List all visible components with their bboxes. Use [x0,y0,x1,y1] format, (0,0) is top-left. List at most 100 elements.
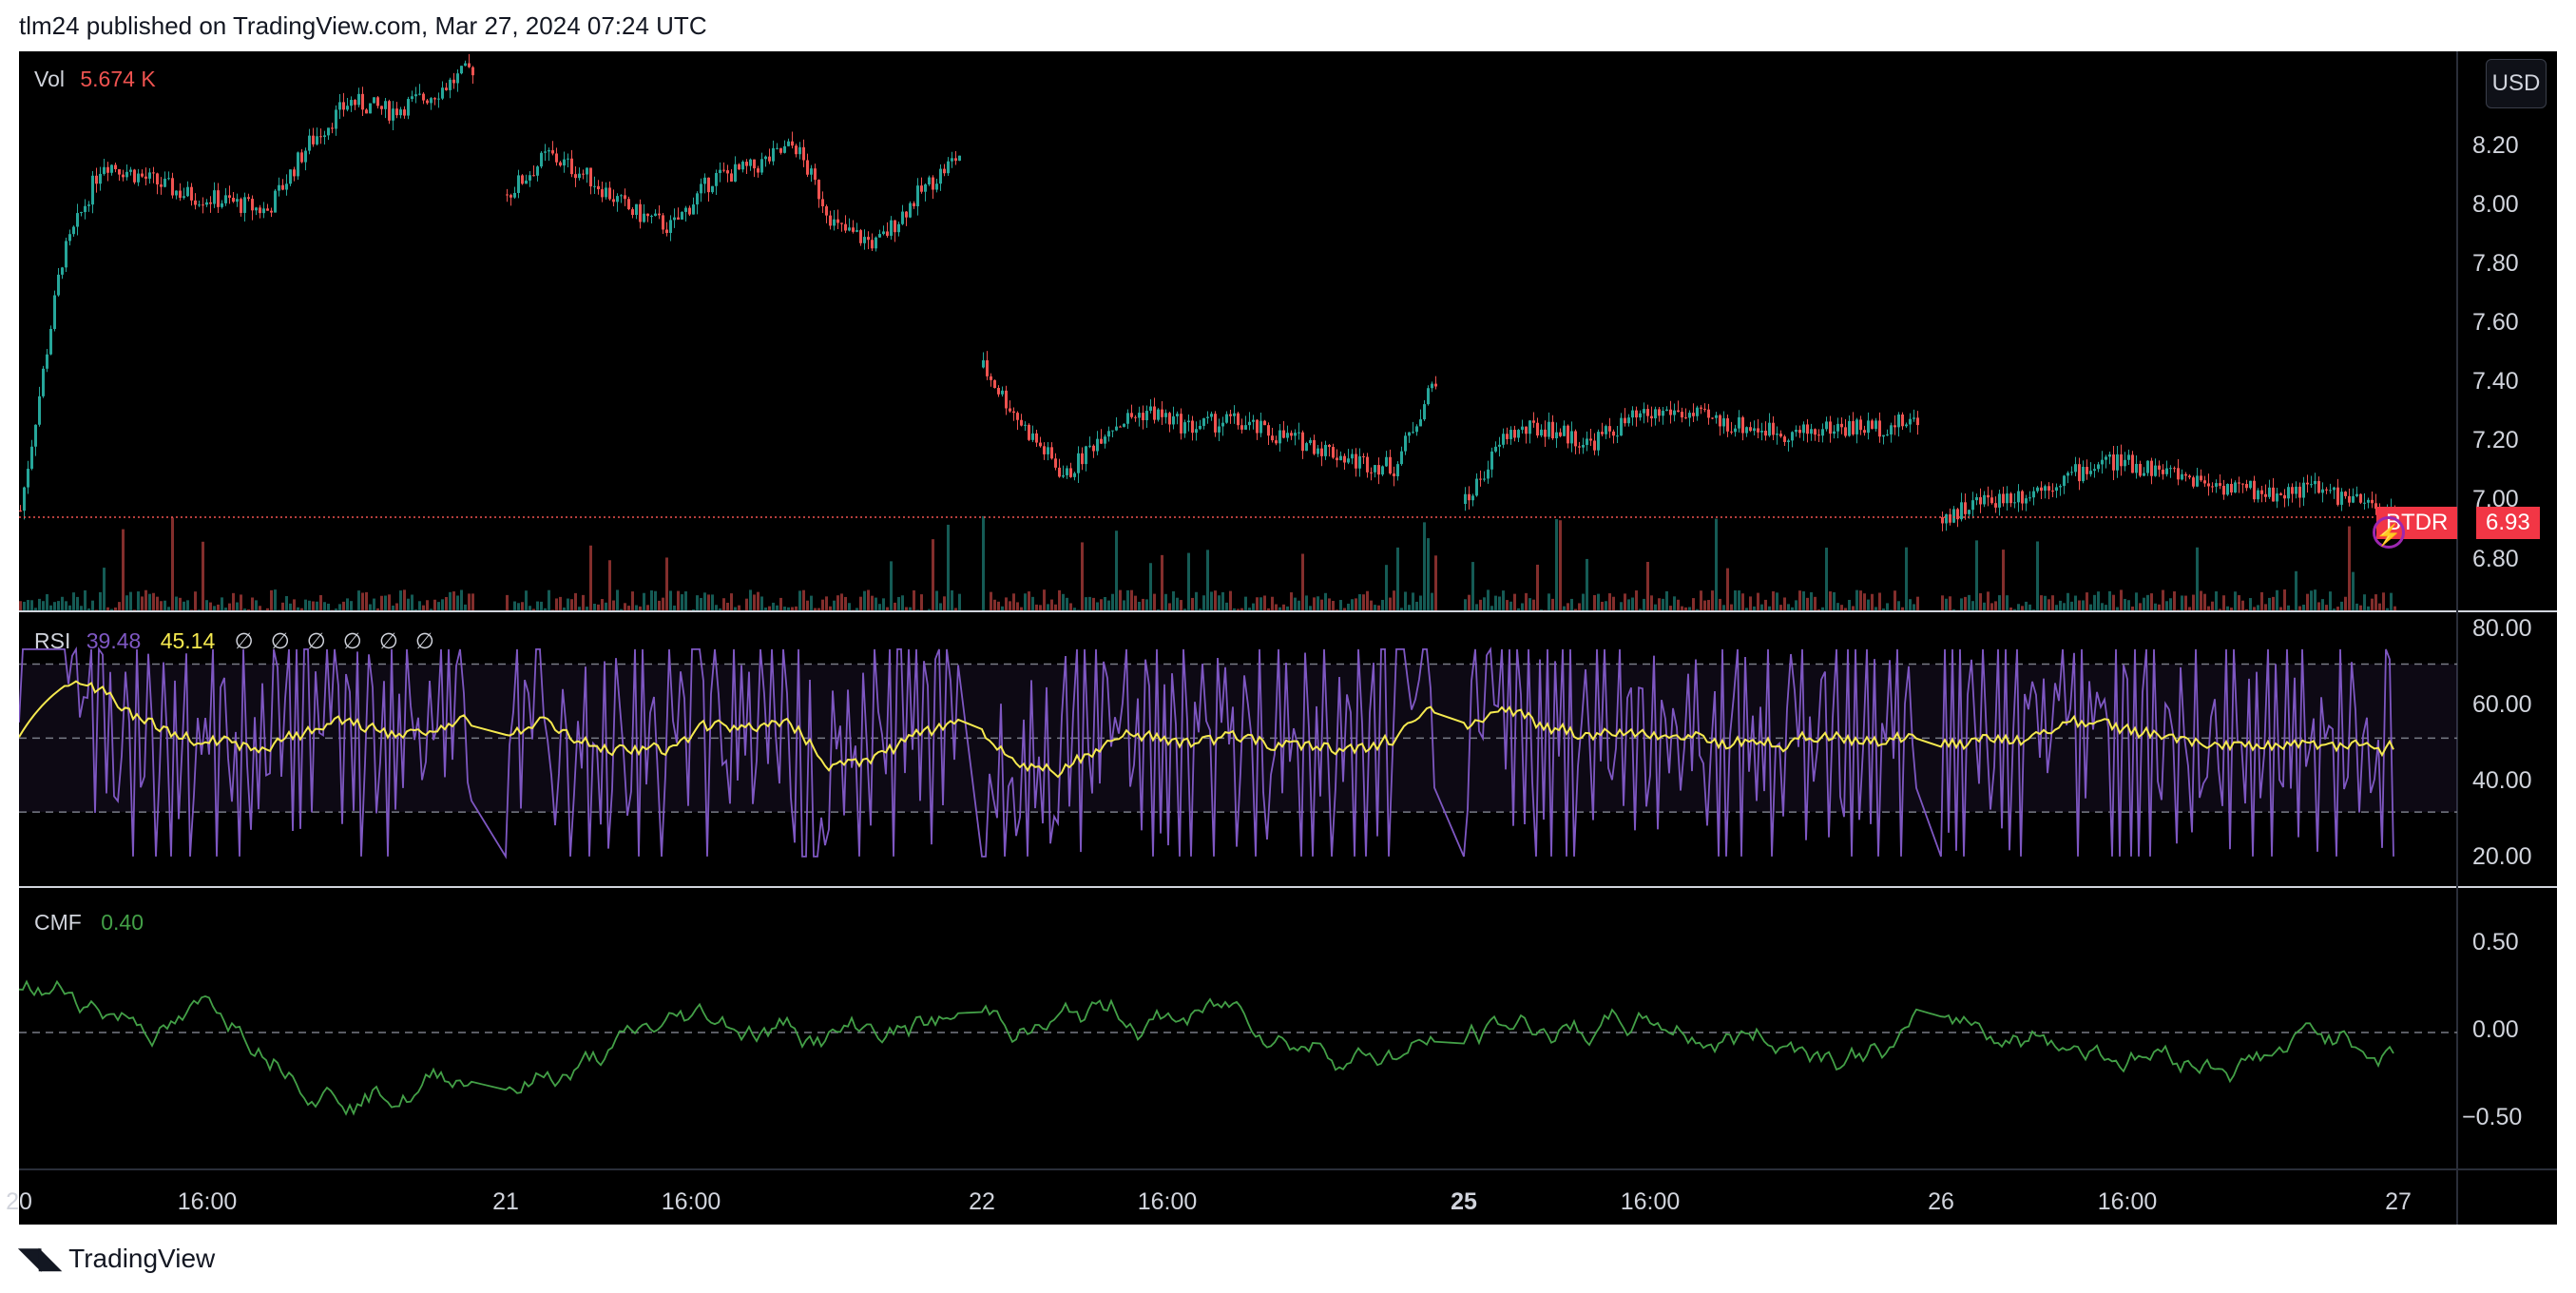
candle-body [1138,413,1141,418]
rsi-line [19,646,2394,859]
candle-body [2154,465,2157,476]
volume-bar [859,596,862,610]
volume-bar [1248,608,1251,610]
volume-bar [1844,608,1847,610]
candle-body [2177,468,2180,480]
candle-body [1979,496,1982,505]
volume-bar [1115,531,1118,610]
rsi-legend[interactable]: RSI 39.48 45.14 ∅∅∅∅∅∅ [34,628,452,654]
candle-body [848,227,851,231]
volume-bar [1358,594,1361,610]
candle-body [787,141,790,146]
candle-body [1195,429,1198,434]
cmf-legend[interactable]: CMF 0.40 [34,910,144,936]
chart-area[interactable]: USD Vol 5.674 K BTDR 6.93 RSI 39.48 45.1… [6,51,2557,1225]
volume-bar [2234,591,2237,610]
candle-body [1901,414,1904,427]
candle-body [209,202,212,204]
candle-body [601,189,604,198]
volume-bar [2203,593,2206,610]
candle-body [399,109,402,116]
candle-body [300,152,303,163]
volume-bar [80,606,83,610]
volume-bar [734,607,737,610]
volume-bar [635,605,638,610]
candle-body [764,156,767,160]
volume-bar [951,589,953,610]
candle-body [2032,491,2035,498]
candle-body [1859,419,1862,431]
volume-bar [266,608,269,610]
candle-body [1415,426,1418,433]
candle-body [129,169,132,172]
candle-body [1153,406,1156,420]
candle-body [1521,426,1524,431]
vol-legend-value: 5.674 K [80,67,156,91]
candle-body [1468,493,1471,501]
volume-bar [1745,608,1748,610]
candle-body [932,177,934,190]
candle-body [1540,429,1543,436]
candle-body [1028,424,1030,440]
volume-bar [403,589,406,610]
candle-body [163,178,166,187]
volume-bar [1494,595,1497,610]
candle-body [2234,482,2237,492]
candle-body [365,109,368,114]
volume-bar [1882,608,1885,610]
candle-body [2059,486,2062,488]
candle-body [1419,419,1422,427]
volume-bar [2302,605,2305,610]
volume-bar [365,591,368,610]
candle-body [935,183,938,190]
volume-bar [643,592,645,610]
candle-body [1779,434,1782,437]
candle-body [1506,434,1509,439]
candle-body [1897,414,1900,428]
volume-bar [308,600,311,610]
volume-bar [171,517,174,610]
candle-body [68,234,71,241]
volume-bar [958,593,961,610]
candle-body [1119,426,1122,428]
candle-body [1968,510,1970,514]
candle-body [997,388,1000,395]
footer-branding[interactable]: ◥◣ TradingView [19,1242,215,1275]
candle-body [563,159,566,166]
candle-body [1772,422,1775,435]
volume-bar [1757,592,1759,610]
candle-body [1791,432,1794,441]
candle-body [2006,493,2009,504]
candle-body [521,175,524,184]
volume-bar [1431,592,1433,610]
volume-bar [2222,595,2225,610]
volume-bar [2162,589,2164,610]
candle-body [346,106,349,110]
candle-body [1183,422,1186,434]
candle-body [84,205,87,213]
volume-bar [464,604,467,610]
candle-body [1502,434,1505,445]
volume-bar [2089,604,2092,610]
volume-bar [1521,603,1524,610]
candle-body [779,147,782,153]
candle-body [1677,410,1680,413]
volume-bar [2154,603,2157,610]
candle-body [2002,493,2005,504]
volume-bar [2374,594,2377,610]
volume-bar [760,596,763,610]
lightning-icon[interactable]: ⚡ [2373,516,2405,549]
candle-body [103,166,106,174]
volume-bar [1817,608,1820,610]
candle-body [1757,428,1759,433]
currency-button[interactable]: USD [2486,59,2547,108]
candle-body [1339,455,1342,461]
volume-bar [183,601,185,610]
volume-bar [836,595,839,610]
volume-bar [506,594,509,610]
vol-legend[interactable]: Vol 5.674 K [34,67,156,92]
volume-bar [99,591,102,610]
volume-bar [749,589,752,610]
volume-bar [1191,597,1194,610]
volume-bar [1294,597,1297,610]
